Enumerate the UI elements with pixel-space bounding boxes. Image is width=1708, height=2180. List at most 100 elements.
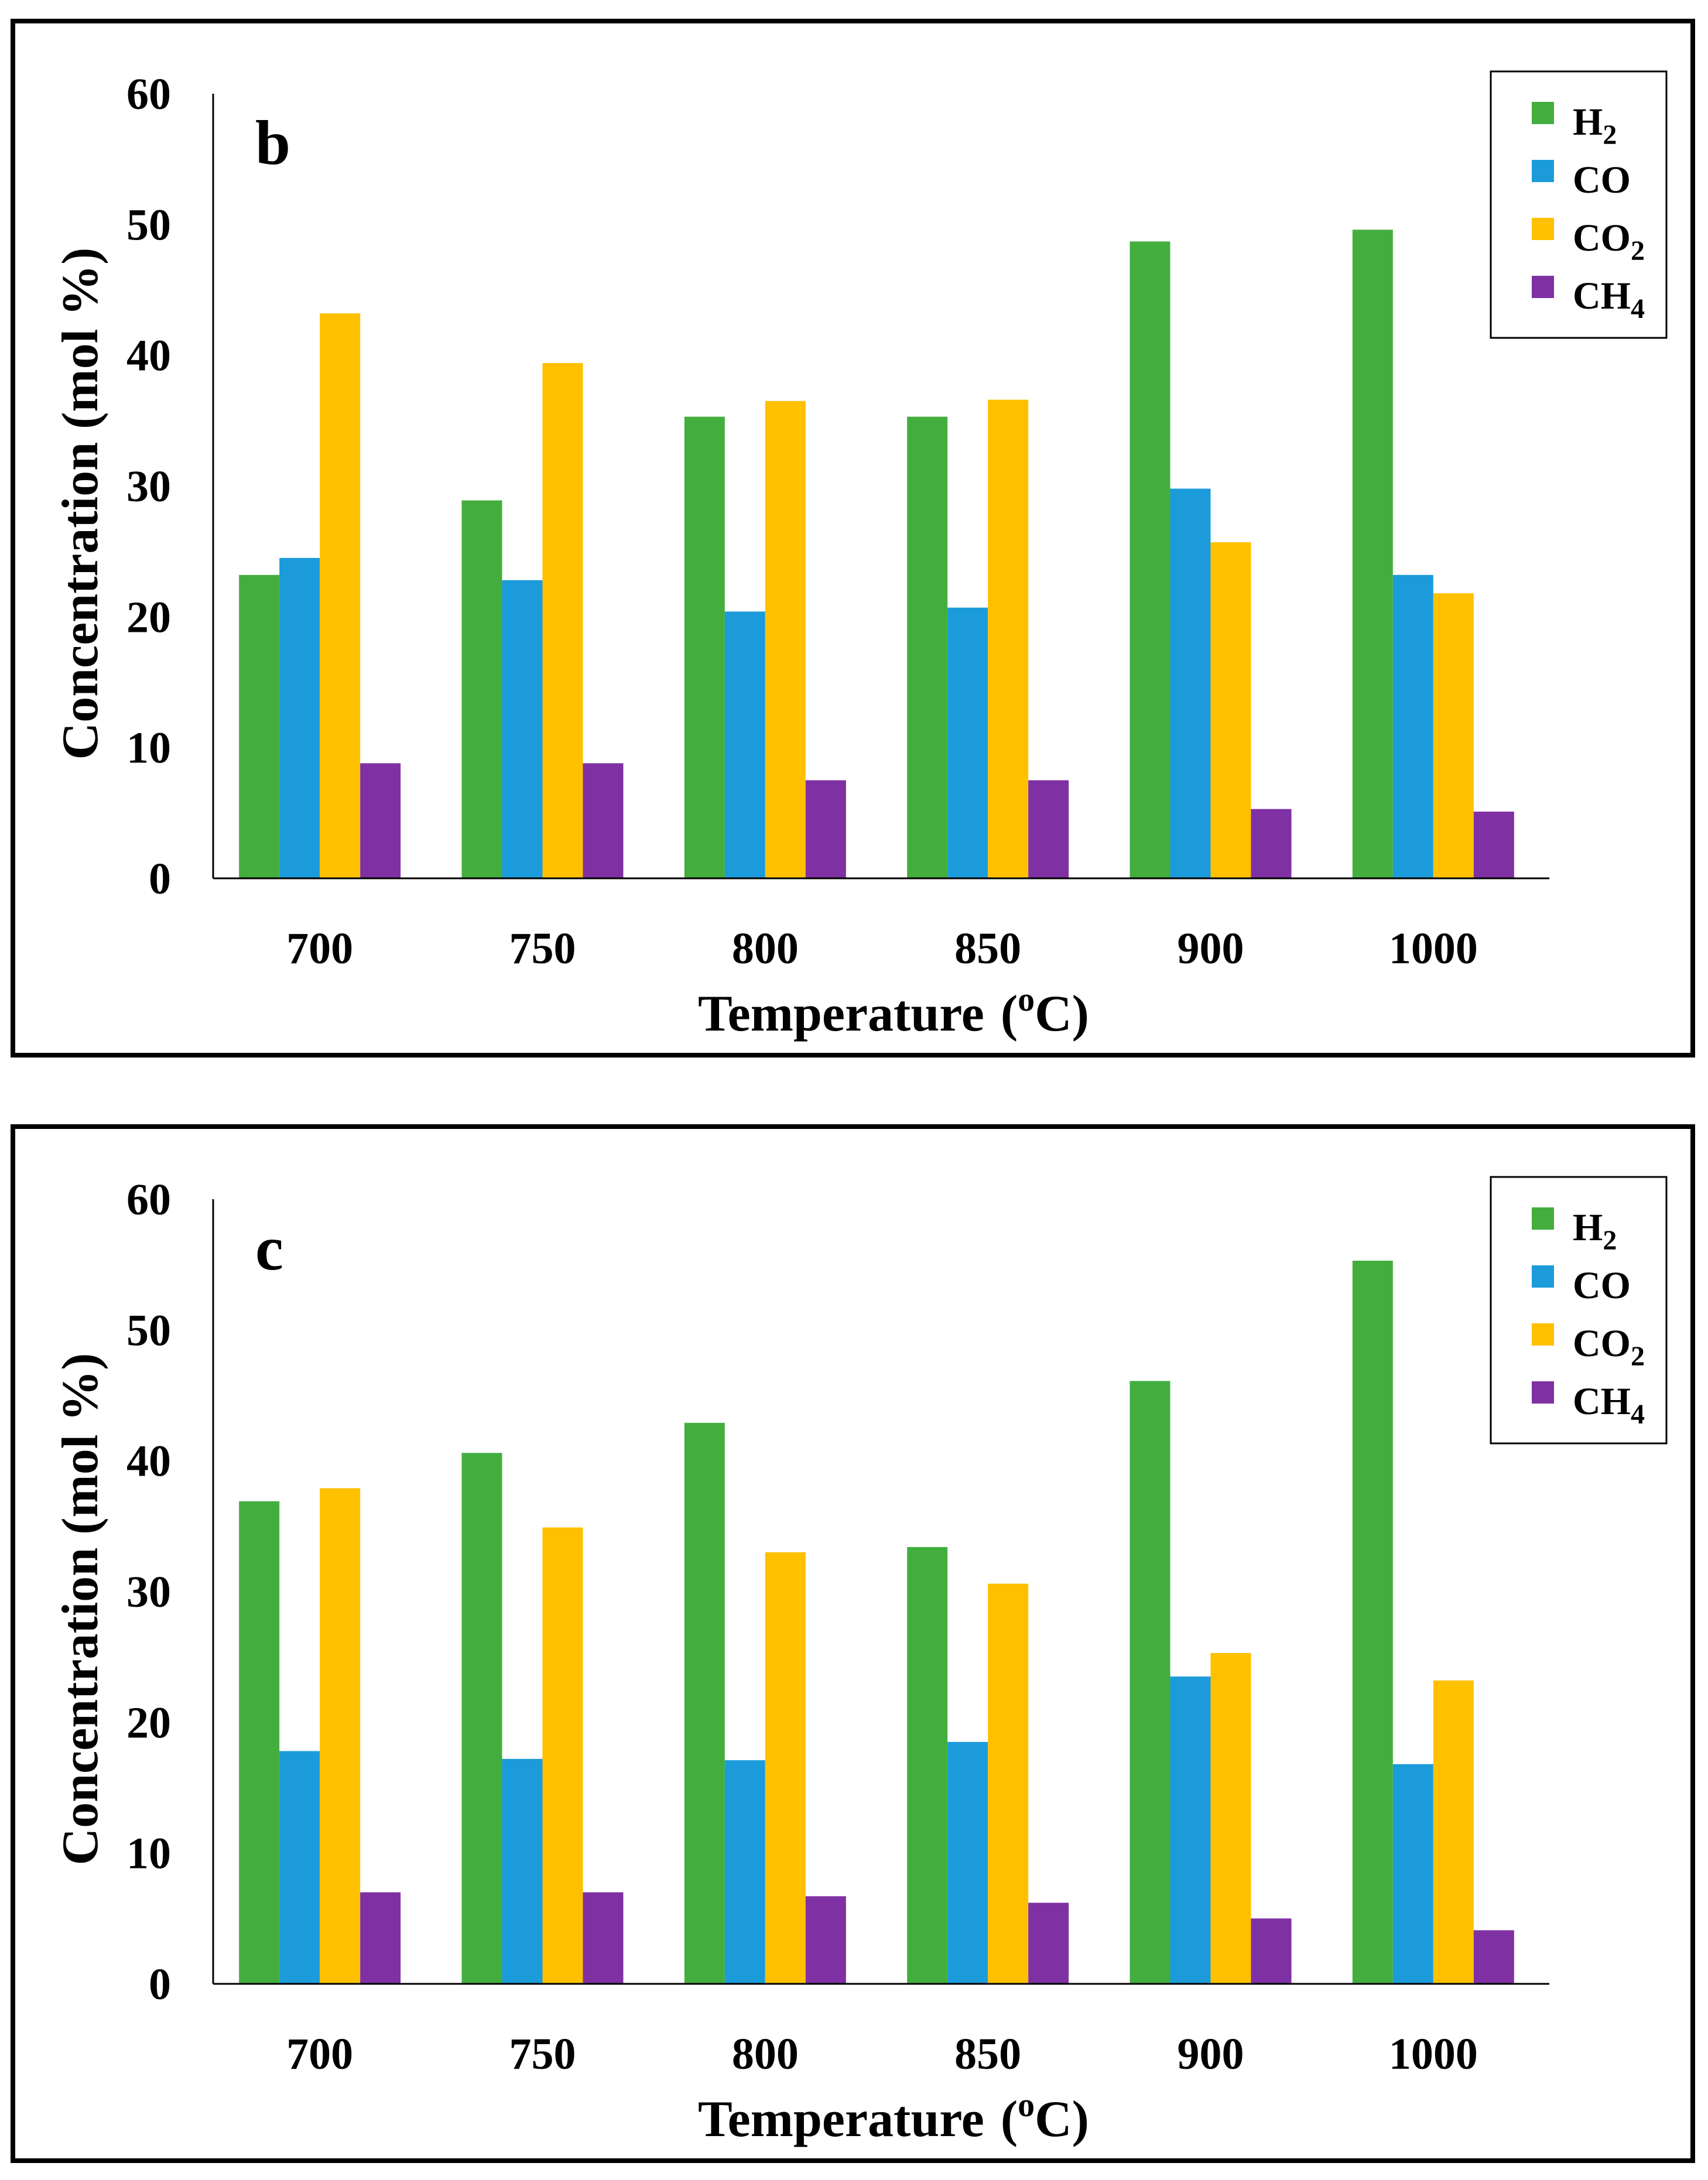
bar-h2-850 [907,416,948,878]
y-tick-label: 10 [126,724,171,773]
bar-co-900 [1170,488,1211,878]
bar-ch4-800 [805,1896,846,1984]
x-axis-unit-open: ( [1001,985,1018,1042]
x-tick-label: 750 [509,924,576,973]
y-tick-label: 60 [126,70,171,119]
bar-co2-1000 [1433,1680,1474,1984]
legend-label-base: CO [1573,1264,1631,1307]
legend-swatch-h2 [1532,1207,1554,1230]
bar-co-1000 [1392,574,1433,878]
legend-label-base: CH [1573,275,1631,317]
bar-co-800 [724,1760,765,1984]
legend-label-ch4: CH4 [1573,275,1645,324]
bar-h2-700 [239,1501,280,1984]
legend-label-base: CO [1573,1322,1631,1365]
bar-ch4-850 [1028,780,1069,878]
x-tick-label: 800 [732,2030,799,2079]
y-tick-label: 60 [126,1175,171,1224]
bar-co2-900 [1210,1652,1251,1984]
bar-ch4-800 [805,780,846,878]
x-tick-label: 700 [286,2030,353,2079]
legend-label-co2: CO2 [1573,1322,1645,1372]
chart-panel-b: 0 10 20 30 40 50 60 700 750 800 850 900 1000 b Tempera… [11,19,1695,1058]
bar-ch4-1000 [1473,1930,1514,1984]
legend-label-co2: CO2 [1573,217,1645,266]
bar-h2-1000 [1352,230,1393,879]
legend-box [1490,70,1668,339]
bar-co-750 [502,1758,543,1984]
legend-label-subscript: 4 [1631,1399,1645,1430]
legend-swatch-h2 [1532,102,1554,124]
bar-chart-c: 0 10 20 30 40 50 60 700 750 800 850 900 1000 c Tempera… [52,1175,1668,2148]
legend-label-h2: H2 [1573,1206,1617,1256]
legend-label-co: CO [1573,159,1631,201]
legend-label-base: CO [1573,159,1631,201]
bar-co-1000 [1392,1764,1433,1984]
bar-co2-800 [765,1552,806,1984]
y-tick-label: 30 [126,1568,171,1617]
bar-chart-b: 0 10 20 30 40 50 60 700 750 800 850 900 1000 b Tempera… [52,70,1668,1042]
legend-swatch-co [1532,160,1554,182]
legend-swatch-co [1532,1265,1554,1288]
bar-ch4-1000 [1473,812,1514,878]
bar-co2-750 [542,363,583,878]
bar-h2-700 [239,574,280,878]
bar-h2-750 [461,1453,502,1984]
bar-h2-900 [1129,241,1170,878]
x-axis-title: Temperature (oC) [698,2086,1089,2148]
legend-swatch-co2 [1532,1323,1554,1346]
bar-co2-800 [765,401,806,878]
y-tick-label: 0 [149,854,171,904]
bar-co2-700 [320,1488,361,1984]
x-tick-label: 700 [286,924,353,973]
y-tick-label: 50 [126,200,171,249]
bar-co2-850 [988,399,1029,878]
bar-ch4-700 [360,763,401,878]
y-tick-label: 20 [126,1698,171,1747]
legend-label-subscript: 4 [1631,293,1645,324]
legend-swatch-ch4 [1532,1381,1554,1404]
bar-co2-750 [542,1527,583,1984]
x-axis-unit-close: C) [1035,985,1089,1042]
bar-ch4-750 [583,1892,624,1984]
legend-label-co: CO [1573,1264,1631,1307]
bar-co-800 [724,611,765,878]
bar-ch4-900 [1251,1918,1292,1984]
legend-label-base: CH [1573,1380,1631,1423]
x-tick-label: 1000 [1389,924,1478,973]
legend-label-subscript: 2 [1603,119,1617,150]
x-axis-unit-degree: o [1018,980,1035,1018]
x-axis-unit-open: ( [1001,2091,1018,2148]
x-tick-label: 850 [954,2030,1021,2079]
x-axis-unit-degree: o [1018,2086,1035,2124]
x-tick-label: 750 [509,2030,576,2079]
bar-ch4-900 [1251,809,1292,878]
bar-ch4-850 [1028,1902,1069,1984]
x-tick-label: 900 [1178,2030,1244,2079]
y-axis-title: Concentration (mol %) [52,248,109,760]
x-tick-label: 900 [1178,924,1244,973]
y-tick-label: 40 [126,1437,171,1486]
legend-box [1490,1176,1668,1445]
bar-h2-750 [461,500,502,878]
bar-co-900 [1170,1676,1211,1984]
y-tick-label: 20 [126,593,171,642]
x-axis-title-text: Temperature [698,2091,984,2148]
chart-panel-c: 0 10 20 30 40 50 60 700 750 800 850 900 1000 c Tempera… [11,1124,1695,2163]
bar-co-700 [279,557,320,878]
panel-label: c [255,1214,283,1284]
bar-co-850 [947,607,988,878]
legend-label-subscript: 2 [1631,235,1645,266]
y-tick-label: 10 [126,1829,171,1878]
bar-co2-1000 [1433,593,1474,878]
bar-co2-900 [1210,542,1251,878]
x-tick-label: 850 [954,924,1021,973]
bar-ch4-700 [360,1892,401,1984]
x-axis-title: Temperature (oC) [698,980,1089,1042]
panel-label: b [255,108,290,178]
x-axis-unit-close: C) [1035,2091,1089,2148]
y-tick-label: 50 [126,1306,171,1355]
legend-label-subscript: 2 [1603,1225,1617,1256]
legend-label-subscript: 2 [1631,1341,1645,1372]
y-axis-title: Concentration (mol %) [52,1353,109,1866]
